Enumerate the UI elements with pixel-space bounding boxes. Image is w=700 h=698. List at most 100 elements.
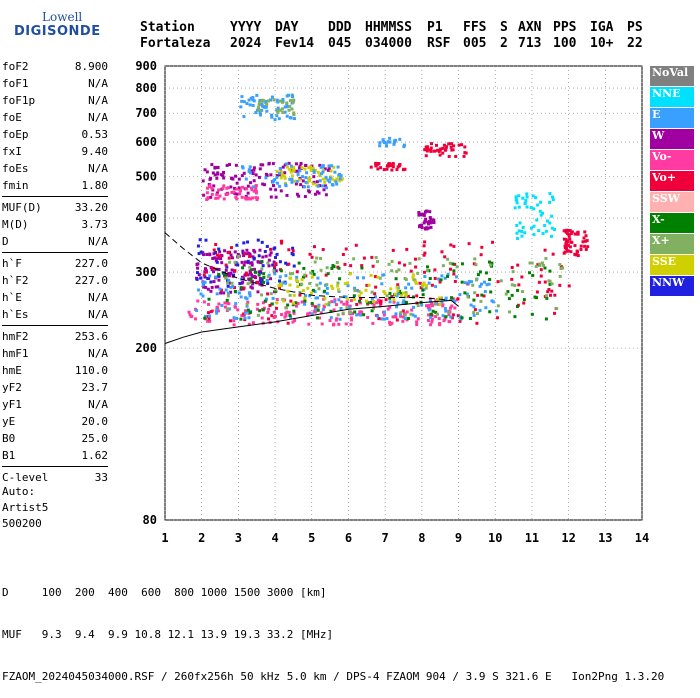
param-row: h`Es N/A — [2, 306, 108, 323]
echo-point — [278, 286, 282, 290]
echo-point — [246, 184, 250, 188]
echo-point — [207, 314, 211, 318]
echo-point — [267, 258, 271, 262]
echo-point — [336, 165, 340, 169]
echo-point — [575, 253, 579, 257]
echo-point — [284, 261, 288, 265]
echo-point — [308, 252, 312, 256]
echo-point — [294, 278, 298, 282]
echo-point — [199, 292, 203, 296]
echo-point — [495, 309, 499, 313]
echo-point — [376, 162, 380, 166]
echo-point — [303, 294, 307, 298]
echo-point — [351, 312, 355, 316]
echo-point — [213, 173, 217, 177]
echo-point — [372, 303, 376, 307]
header-value-6: 005 — [463, 36, 487, 51]
x-tick-label: 13 — [598, 531, 612, 545]
echo-point — [314, 305, 318, 309]
echo-point — [443, 148, 447, 152]
echo-point — [230, 268, 234, 272]
echo-point — [247, 278, 251, 282]
echo-point — [440, 300, 444, 304]
echo-point — [307, 322, 311, 326]
echo-point — [550, 226, 554, 230]
echo-point — [381, 273, 385, 277]
echo-point — [329, 316, 333, 320]
echo-point — [252, 166, 256, 170]
echo-point — [316, 170, 320, 174]
echo-point — [520, 275, 524, 279]
param-row: h`E N/A — [2, 289, 108, 306]
echo-point — [290, 177, 294, 181]
echo-point — [404, 286, 408, 290]
echo-point — [285, 114, 289, 118]
echo-point — [258, 282, 262, 286]
echo-point — [272, 316, 276, 320]
echo-point — [287, 161, 291, 165]
echo-point — [219, 173, 223, 177]
echo-point — [269, 277, 273, 281]
echo-point — [559, 267, 563, 271]
echo-point — [525, 205, 529, 209]
echo-point — [393, 292, 397, 296]
echo-point — [242, 171, 246, 175]
echo-point — [328, 319, 332, 323]
echo-point — [229, 246, 233, 250]
echo-point — [271, 180, 275, 184]
echo-point — [371, 321, 375, 325]
echo-point — [406, 294, 410, 298]
echo-point — [205, 170, 209, 174]
echo-point — [447, 154, 451, 158]
echo-point — [250, 188, 254, 192]
echo-point — [364, 299, 368, 303]
echo-point — [234, 195, 238, 199]
echo-point — [264, 105, 268, 109]
echo-point — [463, 281, 467, 285]
echo-point — [240, 195, 244, 199]
echo-point — [323, 180, 327, 184]
echo-point — [460, 316, 464, 320]
echo-point — [326, 272, 330, 276]
header-labels: Station YYYY DAY DDD HHMMSS P1 FFS S AXN PPS IGA PS — [140, 20, 680, 36]
echo-point — [423, 275, 427, 279]
echo-point — [209, 310, 213, 314]
echo-point — [319, 172, 323, 176]
echo-point — [269, 292, 273, 296]
echo-point — [202, 253, 206, 257]
echo-point — [209, 195, 213, 199]
param-row: foEp 0.53 — [2, 126, 108, 143]
echo-point — [517, 194, 521, 198]
echo-point — [326, 178, 330, 182]
echo-point — [225, 265, 229, 269]
header-label-7: S — [500, 20, 508, 35]
echo-point — [543, 266, 547, 270]
echo-point — [203, 168, 207, 172]
param-value: 0.53 — [81, 128, 109, 141]
echo-point — [273, 118, 277, 122]
x-tick-label: 7 — [382, 531, 389, 545]
echo-point — [473, 308, 477, 312]
echo-point — [255, 93, 259, 97]
echo-point — [432, 221, 436, 225]
echo-point — [476, 273, 480, 277]
echo-point — [296, 301, 300, 305]
echo-point — [204, 270, 208, 274]
echo-point — [416, 271, 420, 275]
echo-point — [544, 317, 548, 321]
echo-point — [548, 192, 552, 196]
echo-point — [446, 257, 450, 261]
param-value: 227.0 — [74, 257, 108, 270]
echo-point — [318, 179, 322, 183]
echo-point — [338, 277, 342, 281]
echo-point — [330, 183, 334, 187]
echo-point — [214, 275, 218, 279]
echo-point — [295, 180, 299, 184]
echo-point — [558, 274, 562, 278]
echo-point — [254, 111, 258, 115]
echo-point — [297, 166, 301, 170]
echo-point — [217, 272, 221, 276]
echo-point — [291, 98, 295, 102]
echo-point — [291, 253, 295, 257]
echo-point — [315, 316, 319, 320]
